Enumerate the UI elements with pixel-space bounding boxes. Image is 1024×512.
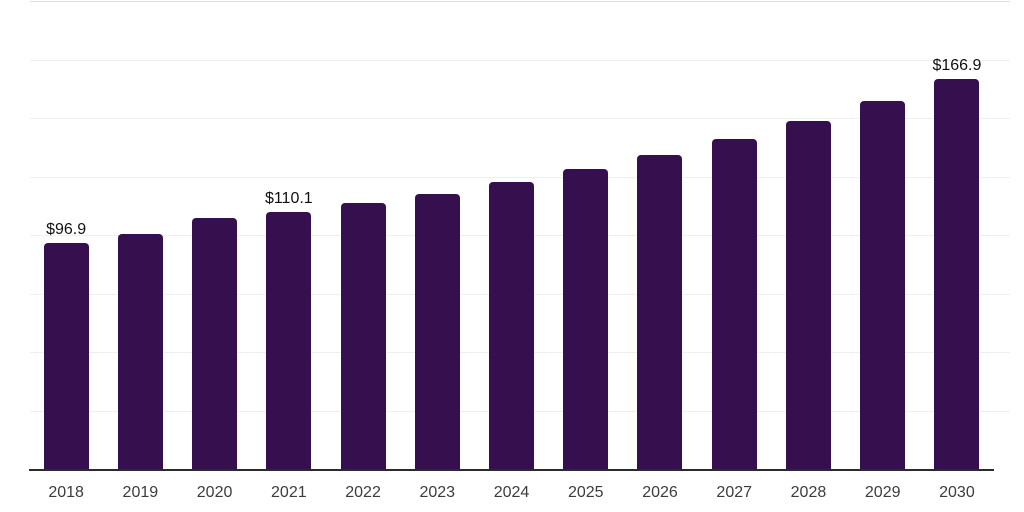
x-tick-label: 2026 xyxy=(642,484,678,501)
x-tick-label: 2019 xyxy=(122,484,159,501)
gridline xyxy=(30,59,1010,61)
bar-group xyxy=(697,2,771,470)
x-tick-label: 2020 xyxy=(196,484,233,501)
bar xyxy=(340,203,386,470)
bar-group xyxy=(549,2,623,470)
bar-group xyxy=(326,2,400,470)
x-tick-label: 2024 xyxy=(493,484,530,501)
x-axis-labels: 2018 2019 2020 2021 2022 2023 2024 2025 2026 2027… xyxy=(29,483,994,502)
bar xyxy=(934,79,980,470)
x-tick-label: 2030 xyxy=(939,484,975,501)
bar xyxy=(192,218,238,470)
bar xyxy=(711,138,757,470)
bar xyxy=(489,182,535,470)
gridline xyxy=(30,118,1010,119)
bar-group xyxy=(846,2,920,470)
x-tick-label: 2022 xyxy=(345,484,381,501)
bar xyxy=(563,169,609,470)
bar xyxy=(266,212,312,470)
bar-value-label: $166.9 xyxy=(932,57,982,75)
bar xyxy=(637,154,683,470)
x-axis-line xyxy=(29,469,994,471)
x-tick-label: 2025 xyxy=(567,484,604,501)
bar-value-label: $110.1 xyxy=(264,190,313,208)
x-tick-label: 2029 xyxy=(864,484,901,501)
bars-layer: $96.9 $110.1 $166.9 xyxy=(29,2,994,470)
bar-value-label: $96.9 xyxy=(46,221,87,239)
bar xyxy=(43,243,89,470)
bar-group xyxy=(103,2,177,470)
bar-group xyxy=(623,2,697,470)
bar xyxy=(785,121,831,470)
x-tick-label: 2021 xyxy=(271,484,307,501)
plot-top-border xyxy=(30,1,1010,2)
bar-group xyxy=(771,2,845,470)
x-tick-label: 2027 xyxy=(716,484,753,501)
gridline xyxy=(30,176,1010,178)
bar-group xyxy=(177,2,251,470)
bar-group xyxy=(474,2,548,470)
x-tick-label: 2023 xyxy=(419,484,456,501)
x-tick-label: 2018 xyxy=(48,484,84,501)
bar-group: $166.9 xyxy=(920,2,994,470)
bar-group: $96.9 xyxy=(29,2,103,470)
bar xyxy=(860,100,906,470)
bar-group: $110.1 xyxy=(252,2,326,470)
plot-area: $96.9 $110.1 $166.9 xyxy=(29,1,1010,470)
x-tick-label: 2028 xyxy=(790,484,827,501)
bar-group xyxy=(400,2,474,470)
bar xyxy=(117,234,163,470)
bar xyxy=(414,193,460,470)
